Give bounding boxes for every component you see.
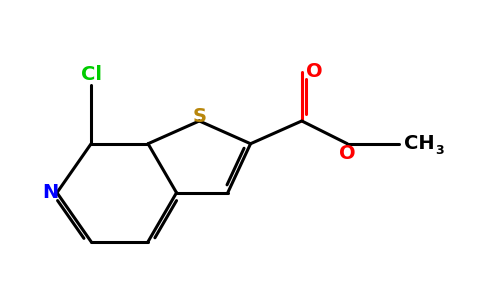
Text: O: O <box>306 62 323 82</box>
Text: Cl: Cl <box>81 65 102 84</box>
Text: S: S <box>192 107 206 126</box>
Text: O: O <box>339 145 356 164</box>
Text: 3: 3 <box>436 144 444 157</box>
Text: CH: CH <box>404 134 435 153</box>
Text: N: N <box>42 183 58 202</box>
